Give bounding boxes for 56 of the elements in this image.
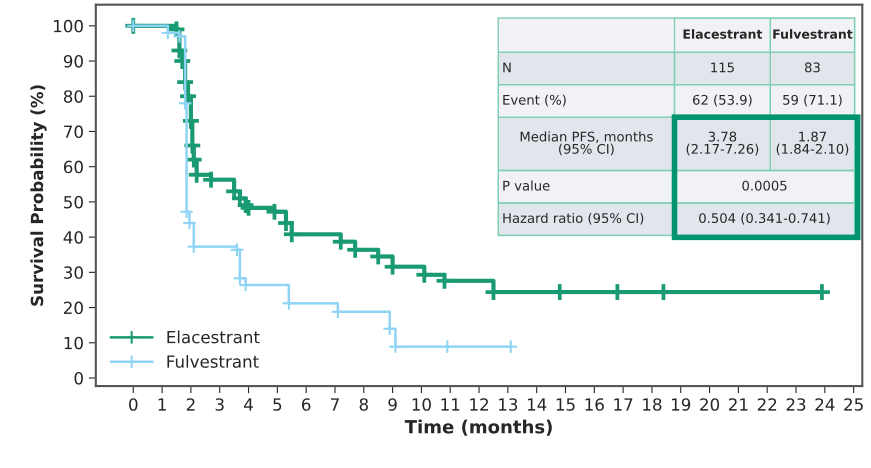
- x-tick-label: 20: [700, 398, 720, 411]
- x-tick-label: 17: [614, 398, 632, 411]
- annotation: 0.504 (0.341-0.741): [699, 212, 830, 225]
- x-tick-label: 6: [302, 398, 310, 411]
- x-tick-label: 0: [129, 398, 138, 411]
- y-tick-label: 20: [64, 302, 83, 314]
- x-tick-label: 13: [499, 398, 518, 411]
- annotation: Event (%): [503, 94, 566, 106]
- x-tick-label: 7: [331, 398, 339, 411]
- y-tick-label: 50: [64, 196, 83, 208]
- x-tick-label: 5: [273, 398, 282, 411]
- legend-label: Fulvestrant: [167, 354, 259, 368]
- y-tick-label: 30: [64, 266, 83, 279]
- x-tick-label: 25: [844, 398, 863, 411]
- annotation: Elacestrant: [684, 29, 762, 39]
- x-axis-title: Time (months): [404, 420, 552, 436]
- x-tick-label: 1: [158, 398, 166, 411]
- x-tick-label: 22: [758, 398, 776, 411]
- annotation: 115: [711, 62, 734, 72]
- y-tick-label: 0: [74, 372, 83, 385]
- x-tick-label: 10: [412, 398, 431, 411]
- annotation: 3.78 (2.17-7.26): [686, 132, 758, 156]
- x-tick-label: 12: [470, 398, 488, 411]
- y-tick-label: 70: [64, 125, 83, 138]
- annotation: 0.0005: [742, 180, 786, 191]
- y-axis-title: Survival Probability (%): [30, 85, 47, 306]
- x-tick-label: 24: [815, 398, 834, 411]
- x-tick-label: 18: [643, 398, 662, 411]
- x-tick-label: 11: [441, 398, 460, 411]
- annotation: P value: [503, 180, 550, 191]
- annotation: 83: [804, 62, 820, 72]
- y-tick-label: 100: [54, 20, 83, 32]
- x-tick-label: 15: [556, 398, 575, 411]
- legend-label: Elacestrant: [167, 330, 260, 344]
- x-tick-label: 8: [360, 398, 368, 411]
- annotation: 59 (71.1): [783, 94, 842, 106]
- y-tick-label: 80: [64, 90, 83, 103]
- x-tick-label: 21: [729, 398, 748, 411]
- annotation: 1.87 (1.84-2.10): [776, 132, 848, 156]
- annotation: Fulvestrant: [773, 29, 852, 39]
- annotation: Median PFS, months (95% CI): [520, 131, 653, 156]
- x-tick-label: 2: [186, 398, 195, 411]
- x-tick-label: 3: [216, 398, 224, 411]
- annotation: 62 (53.9): [693, 94, 752, 106]
- x-tick-label: 23: [786, 398, 806, 411]
- annotation: Hazard ratio (95% CI): [503, 212, 644, 225]
- y-tick-label: 10: [64, 336, 83, 350]
- x-tick-label: 14: [528, 398, 546, 411]
- y-tick-label: 60: [64, 160, 83, 174]
- y-tick-label: 90: [64, 54, 83, 68]
- x-tick-label: 9: [388, 398, 397, 411]
- x-tick-label: 16: [586, 398, 604, 411]
- x-tick-label: 19: [672, 398, 690, 411]
- annotation: N: [503, 62, 511, 72]
- x-tick-label: 4: [244, 398, 253, 411]
- y-tick-label: 40: [64, 231, 83, 244]
